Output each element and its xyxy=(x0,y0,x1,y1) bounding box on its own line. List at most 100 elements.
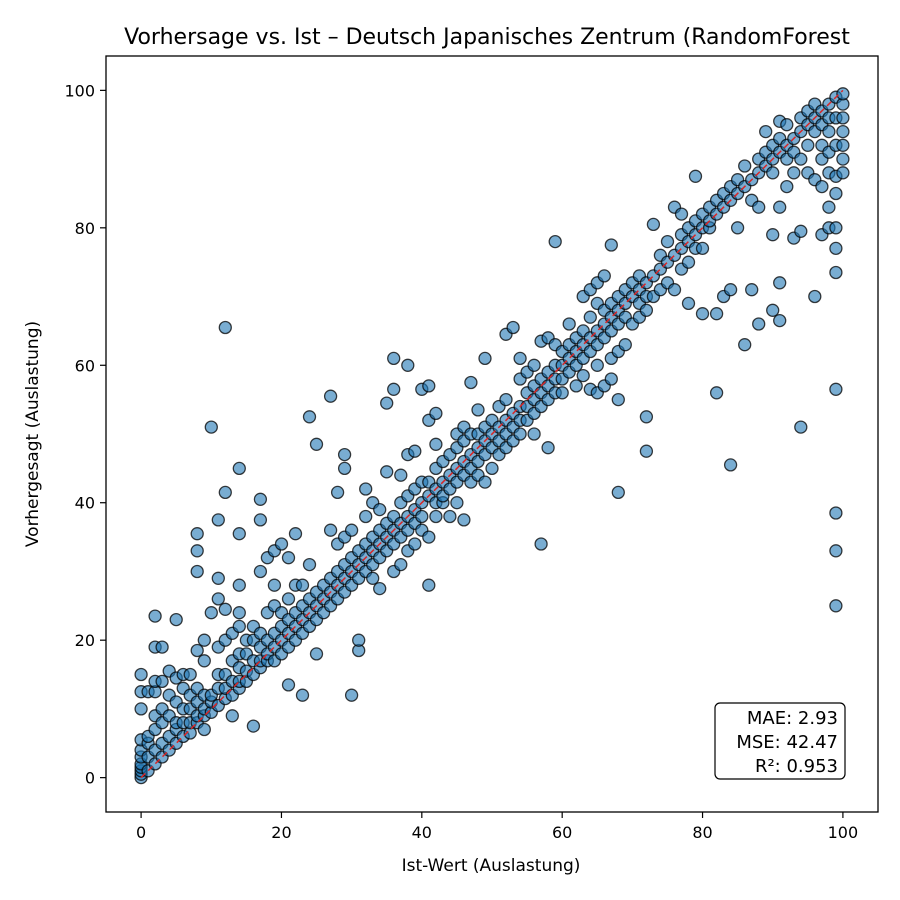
data-point xyxy=(197,654,211,668)
data-point xyxy=(506,320,520,335)
data-point xyxy=(281,592,296,606)
data-point xyxy=(422,379,436,393)
data-point xyxy=(366,571,380,585)
data-point xyxy=(829,265,843,280)
data-point xyxy=(408,537,422,551)
data-point xyxy=(787,166,801,180)
data-point xyxy=(302,410,317,424)
data-point xyxy=(394,557,408,572)
data-point xyxy=(822,200,836,214)
data-point xyxy=(218,485,232,500)
reference-line xyxy=(140,89,844,779)
data-point xyxy=(155,674,169,689)
data-point xyxy=(513,351,527,366)
data-point xyxy=(604,238,618,252)
data-point xyxy=(611,485,625,500)
data-point xyxy=(169,612,183,627)
data-point xyxy=(829,544,843,558)
data-point xyxy=(646,217,661,232)
data-point xyxy=(373,502,387,517)
data-point xyxy=(485,461,499,476)
data-point xyxy=(190,544,204,558)
x-tick-label: 80 xyxy=(692,823,712,842)
data-point xyxy=(639,303,654,317)
data-point xyxy=(309,437,324,451)
data-point xyxy=(373,581,387,596)
data-point xyxy=(604,372,618,386)
x-tick-label: 60 xyxy=(552,823,572,842)
data-point xyxy=(618,338,632,352)
data-point xyxy=(253,513,268,527)
data-point xyxy=(548,234,562,249)
data-point xyxy=(723,283,738,297)
data-point xyxy=(408,444,422,458)
data-point xyxy=(534,537,548,551)
data-point xyxy=(611,392,625,407)
data-point xyxy=(197,722,211,737)
x-tick-label: 20 xyxy=(271,823,291,842)
data-point xyxy=(836,152,850,166)
data-point xyxy=(267,578,282,592)
data-point xyxy=(541,441,555,455)
y-tick-label: 100 xyxy=(64,81,95,100)
data-point xyxy=(527,358,541,372)
data-point xyxy=(752,200,766,214)
data-point xyxy=(295,688,310,702)
data-point xyxy=(562,317,576,331)
data-point xyxy=(190,564,204,579)
points-layer xyxy=(134,87,850,785)
data-point xyxy=(337,461,352,476)
data-point xyxy=(738,159,752,173)
data-point xyxy=(337,447,352,462)
data-point xyxy=(380,396,394,410)
data-point xyxy=(773,200,787,214)
data-point xyxy=(660,234,675,249)
data-point xyxy=(709,307,724,321)
data-point xyxy=(197,633,211,647)
data-point xyxy=(478,351,492,366)
data-point xyxy=(183,667,197,682)
y-tick-label: 0 xyxy=(85,769,95,788)
data-point xyxy=(527,427,541,441)
data-point xyxy=(232,527,246,541)
data-point xyxy=(639,444,654,458)
data-point xyxy=(359,482,373,496)
data-point xyxy=(387,351,401,366)
data-point xyxy=(569,379,583,393)
data-point xyxy=(211,592,225,606)
data-point xyxy=(471,403,485,417)
metrics-box: MAE: 2.93 MSE: 42.47 R²: 0.953 xyxy=(714,702,846,780)
data-point xyxy=(253,492,268,506)
data-point xyxy=(780,118,794,132)
data-point xyxy=(794,224,808,238)
data-point xyxy=(822,124,836,139)
data-point xyxy=(134,667,148,682)
data-point xyxy=(457,513,471,527)
data-point xyxy=(464,375,478,390)
data-point xyxy=(829,506,843,520)
data-point xyxy=(829,186,843,201)
x-tick-label: 40 xyxy=(412,823,432,842)
chart-title: Vorhersage vs. Ist – Deutsch Japanisches… xyxy=(124,25,850,50)
data-point xyxy=(429,437,443,451)
data-point xyxy=(225,709,239,723)
data-point xyxy=(246,719,261,733)
data-point xyxy=(738,338,752,352)
data-point xyxy=(780,179,794,194)
data-point xyxy=(688,169,703,183)
data-point xyxy=(232,606,246,620)
data-point xyxy=(801,138,815,152)
data-point xyxy=(422,578,436,592)
data-point xyxy=(232,461,246,476)
data-point xyxy=(513,427,527,441)
data-point xyxy=(380,465,394,479)
data-point xyxy=(232,578,246,592)
data-point xyxy=(829,241,843,256)
data-point xyxy=(359,509,373,524)
y-tick-label: 20 xyxy=(75,631,95,650)
metric-mae: MAE: 2.93 xyxy=(747,708,838,729)
data-point xyxy=(794,152,808,166)
data-point xyxy=(253,564,268,579)
data-point xyxy=(730,221,745,235)
data-point xyxy=(422,530,436,544)
